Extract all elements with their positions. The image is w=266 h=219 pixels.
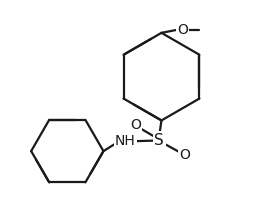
Text: O: O [177, 23, 188, 37]
Text: NH: NH [115, 134, 136, 148]
Text: O: O [179, 148, 190, 162]
Text: O: O [130, 118, 141, 132]
Text: S: S [154, 133, 164, 148]
